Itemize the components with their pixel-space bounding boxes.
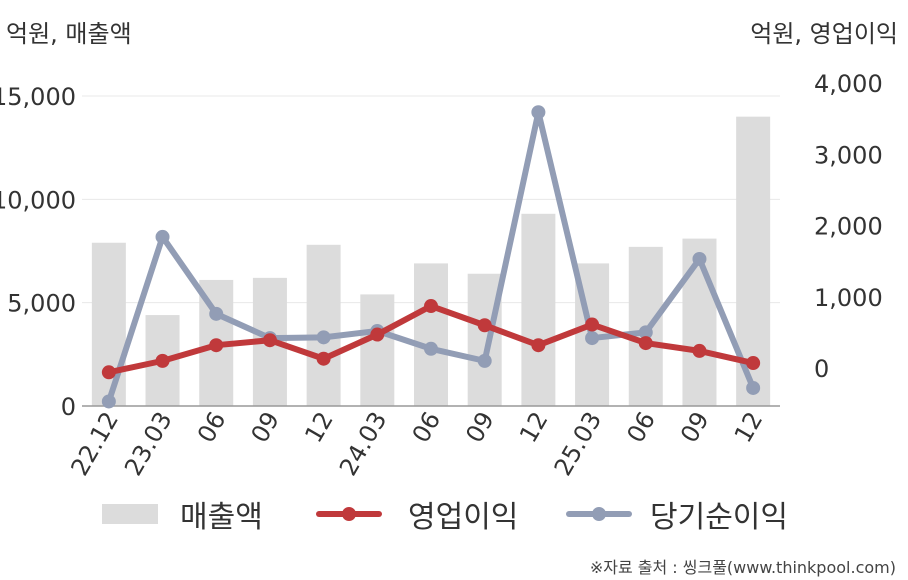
- chart-legend: 매출액 영업이익 당기순이익: [0, 492, 908, 536]
- point-net-income: [155, 229, 170, 244]
- point-net-income: [101, 394, 116, 409]
- point-net-income: [316, 330, 331, 345]
- x-tick-label: 12: [514, 407, 554, 447]
- x-tick-label: 06: [621, 407, 661, 447]
- left-tick-label: 0: [61, 393, 76, 421]
- right-tick-label: 1,000: [814, 284, 883, 312]
- x-tick-label: 25.03: [549, 407, 608, 481]
- point-net-income: [424, 341, 438, 356]
- legend-label-sales: 매출액: [180, 500, 263, 535]
- x-tick-label: 12: [729, 407, 769, 447]
- bar-sales: [414, 263, 448, 406]
- right-tick-label: 4,000: [814, 70, 883, 98]
- source-note: ※자료 출처 : 씽크풀(www.thinkpool.com): [589, 558, 896, 577]
- point-net-income: [477, 353, 492, 368]
- legend-swatch-net-income: [566, 502, 632, 526]
- bar-sales: [306, 244, 341, 406]
- point-net-income: [638, 325, 653, 340]
- point-operating-profit: [370, 327, 385, 342]
- point-net-income: [585, 331, 600, 346]
- point-operating-profit: [424, 299, 438, 314]
- right-axis-unit: 억원, 영업이익: [750, 20, 898, 48]
- point-net-income: [209, 306, 224, 321]
- x-tick-label: 06: [407, 407, 447, 447]
- legend-swatch-operating-profit: [316, 502, 382, 526]
- point-operating-profit: [531, 338, 546, 353]
- bar-sales: [91, 242, 126, 406]
- point-operating-profit: [477, 318, 492, 333]
- x-tick-label: 24.03: [334, 407, 393, 481]
- right-tick-label: 3,000: [814, 141, 883, 169]
- left-tick-label: 5,000: [7, 290, 76, 318]
- bar-sales: [360, 294, 395, 406]
- x-tick-label: 09: [460, 407, 500, 447]
- point-operating-profit: [638, 336, 653, 351]
- legend-label-operating-profit: 영업이익: [408, 500, 519, 535]
- point-net-income: [746, 380, 761, 395]
- combo-chart: 0 5,000 10,000 15,000 0 1,000 2,000 3,000 4,000 2…: [0, 70, 883, 481]
- right-tick-label: 0: [814, 355, 829, 383]
- point-operating-profit: [209, 338, 224, 353]
- point-net-income: [531, 105, 546, 120]
- x-tick-label: 23.03: [119, 407, 178, 481]
- left-axis-unit: 억원, 매출액: [6, 20, 132, 48]
- x-tick-label: 09: [246, 407, 286, 447]
- bar-sales: [521, 213, 556, 406]
- legend-item-sales: 매출액: [102, 492, 263, 536]
- x-tick-label: 06: [192, 407, 232, 447]
- x-tick-label: 12: [299, 407, 339, 447]
- x-tick-label: 09: [675, 407, 715, 447]
- point-operating-profit: [316, 351, 331, 366]
- legend-item-net-income: 당기순이익: [566, 492, 788, 536]
- legend-item-operating-profit: 영업이익: [316, 492, 518, 536]
- point-operating-profit: [262, 333, 277, 348]
- point-operating-profit: [155, 353, 170, 368]
- point-operating-profit: [692, 343, 707, 358]
- point-operating-profit: [101, 365, 116, 380]
- legend-swatch-sales: [102, 504, 158, 524]
- point-operating-profit: [746, 356, 761, 371]
- legend-label-net-income: 당기순이익: [650, 500, 788, 535]
- left-tick-label: 15,000: [0, 83, 76, 111]
- left-tick-label: 10,000: [0, 186, 76, 214]
- point-net-income: [692, 251, 707, 266]
- point-operating-profit: [585, 317, 600, 332]
- right-tick-label: 2,000: [814, 213, 883, 241]
